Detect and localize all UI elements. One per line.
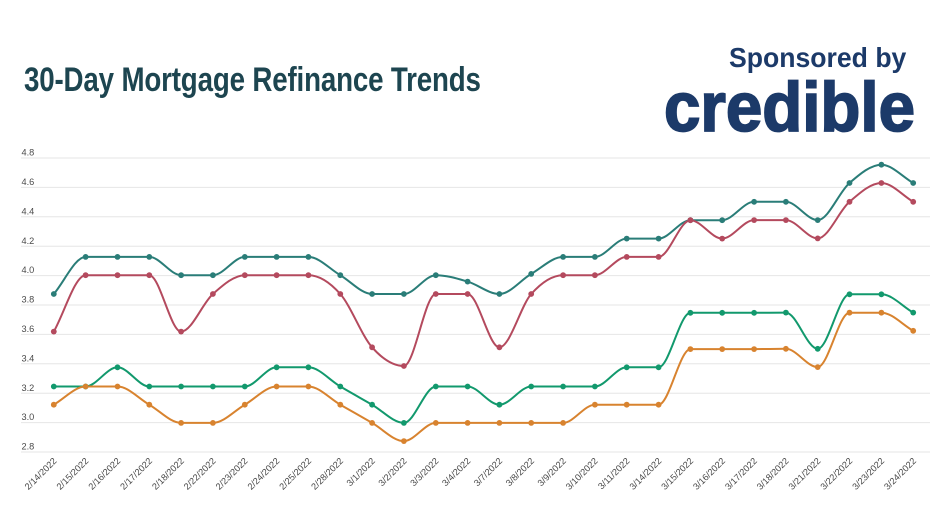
svg-text:2/18/2022: 2/18/2022: [150, 456, 186, 492]
svg-text:2/17/2022: 2/17/2022: [118, 456, 154, 492]
svg-text:4.6: 4.6: [22, 177, 35, 187]
svg-text:3.0: 3.0: [22, 412, 35, 422]
svg-text:3.6: 3.6: [22, 324, 35, 334]
svg-text:3/4/2022: 3/4/2022: [440, 456, 472, 488]
svg-text:2/28/2022: 2/28/2022: [309, 456, 345, 492]
svg-text:3.2: 3.2: [22, 383, 35, 393]
svg-text:3/1/2022: 3/1/2022: [345, 456, 377, 488]
svg-text:3/8/2022: 3/8/2022: [504, 456, 536, 488]
svg-text:3/23/2022: 3/23/2022: [850, 456, 886, 492]
svg-text:3/7/2022: 3/7/2022: [472, 456, 504, 488]
svg-text:3/18/2022: 3/18/2022: [755, 456, 791, 492]
svg-text:3/9/2022: 3/9/2022: [536, 456, 568, 488]
svg-text:3/14/2022: 3/14/2022: [628, 456, 664, 492]
svg-text:3/3/2022: 3/3/2022: [408, 456, 440, 488]
svg-text:2/23/2022: 2/23/2022: [214, 456, 250, 492]
svg-text:credible: credible: [664, 77, 915, 146]
svg-text:3/2/2022: 3/2/2022: [376, 456, 408, 488]
svg-text:3/22/2022: 3/22/2022: [818, 456, 854, 492]
svg-text:2/24/2022: 2/24/2022: [246, 456, 282, 492]
svg-text:4.2: 4.2: [22, 236, 35, 246]
svg-text:4.0: 4.0: [22, 265, 35, 275]
svg-text:3/10/2022: 3/10/2022: [564, 456, 600, 492]
svg-text:3/24/2022: 3/24/2022: [882, 456, 918, 492]
svg-text:2.8: 2.8: [22, 442, 35, 452]
svg-text:3/21/2022: 3/21/2022: [787, 456, 823, 492]
svg-text:2/14/2022: 2/14/2022: [23, 456, 59, 492]
svg-text:3/15/2022: 3/15/2022: [659, 456, 695, 492]
svg-text:3.8: 3.8: [22, 295, 35, 305]
svg-text:2/25/2022: 2/25/2022: [277, 456, 313, 492]
svg-text:2/16/2022: 2/16/2022: [86, 456, 122, 492]
svg-text:2/22/2022: 2/22/2022: [182, 456, 218, 492]
svg-text:4.8: 4.8: [22, 148, 35, 158]
svg-text:2/15/2022: 2/15/2022: [55, 456, 91, 492]
svg-text:3/11/2022: 3/11/2022: [596, 456, 631, 491]
svg-text:4.4: 4.4: [22, 206, 35, 216]
svg-text:3/16/2022: 3/16/2022: [691, 456, 727, 492]
svg-text:3.4: 3.4: [22, 353, 35, 363]
svg-text:3/17/2022: 3/17/2022: [723, 456, 759, 492]
